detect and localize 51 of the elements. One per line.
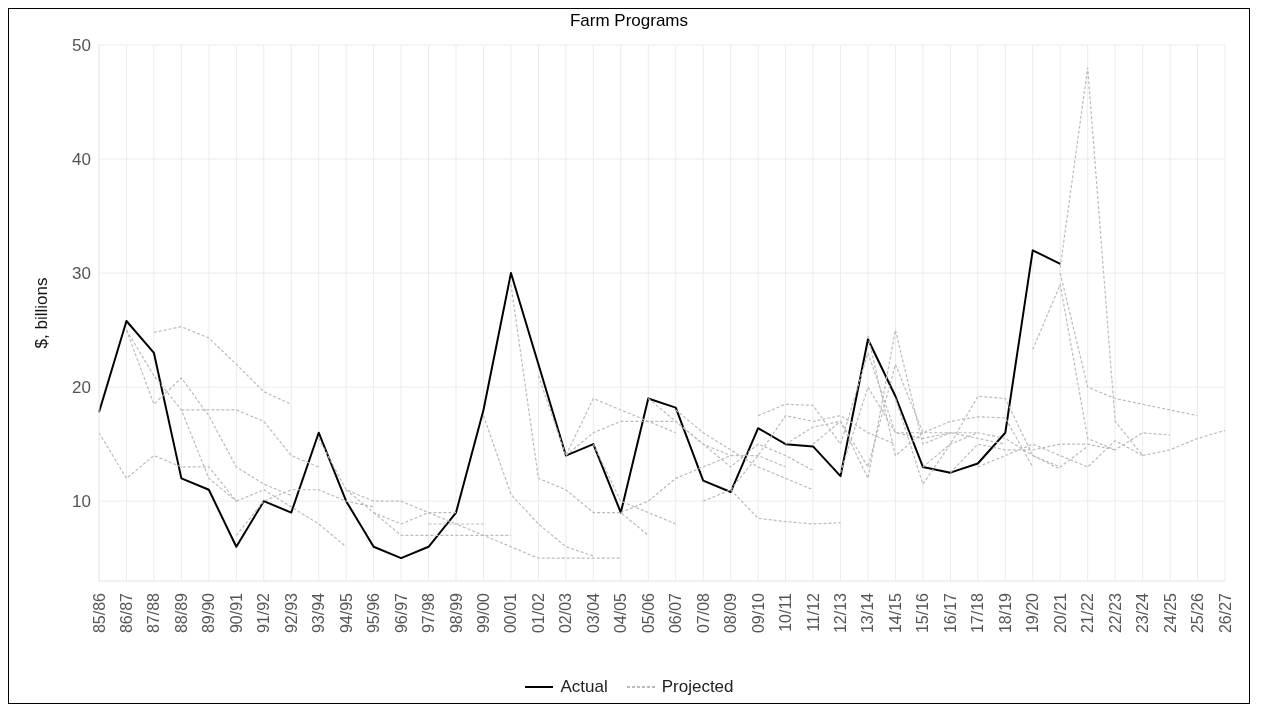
x-tick-label: 09/10 <box>749 592 767 634</box>
x-tick-label: 19/20 <box>1024 592 1042 634</box>
x-tick-label: 90/91 <box>227 592 245 634</box>
x-tick-label: 06/07 <box>667 592 685 634</box>
x-tick-label: 91/92 <box>255 592 273 634</box>
x-tick-label: 13/14 <box>859 592 877 634</box>
x-tick-label: 88/89 <box>172 592 190 634</box>
x-tick-label: 08/09 <box>722 592 740 634</box>
x-tick-label: 18/19 <box>996 592 1014 634</box>
x-tick-label: 15/16 <box>914 592 932 634</box>
x-tick-label: 20/21 <box>1051 592 1069 634</box>
x-tick-label: 04/05 <box>612 592 630 634</box>
y-tick-label: 20 <box>72 378 91 398</box>
x-tick-label: 98/99 <box>447 592 465 634</box>
x-tick-label: 11/12 <box>804 592 822 632</box>
x-tick-label: 10/11 <box>777 592 795 632</box>
x-tick-label: 97/98 <box>420 592 438 634</box>
x-tick-label: 95/96 <box>365 592 383 634</box>
x-tick-label: 03/04 <box>584 592 602 634</box>
x-tick-label: 93/94 <box>310 592 328 634</box>
x-tick-label: 12/13 <box>832 592 850 634</box>
y-tick-label: 40 <box>72 150 91 170</box>
x-tick-label: 22/23 <box>1106 592 1124 634</box>
x-tick-label: 92/93 <box>282 592 300 634</box>
x-tick-label: 07/08 <box>694 592 712 634</box>
legend-label: Actual <box>560 677 608 697</box>
x-tick-label: 01/02 <box>529 592 547 634</box>
y-axis-title: $, billions <box>32 277 52 349</box>
y-tick-label: 30 <box>72 264 91 284</box>
legend-label: Projected <box>661 677 734 697</box>
x-tick-label: 16/17 <box>941 592 959 634</box>
x-tick-label: 00/01 <box>502 592 520 634</box>
y-tick-label: 10 <box>72 492 91 512</box>
x-tick-label: 87/88 <box>145 592 163 634</box>
x-tick-label: 26/27 <box>1216 592 1234 634</box>
x-tick-label: 94/95 <box>337 592 355 634</box>
x-tick-label: 02/03 <box>557 592 575 634</box>
x-tick-label: 25/26 <box>1189 592 1207 634</box>
x-tick-label: 05/06 <box>639 592 657 634</box>
x-tick-label: 86/87 <box>117 592 135 634</box>
x-tick-label: 17/18 <box>969 592 987 634</box>
x-tick-label: 96/97 <box>392 592 410 634</box>
x-tick-label: 85/86 <box>90 592 108 634</box>
x-tick-label: 89/90 <box>200 592 218 634</box>
x-tick-label: 14/15 <box>886 592 904 634</box>
x-tick-label: 23/24 <box>1134 592 1152 634</box>
chart-title: Farm Programs <box>568 10 690 31</box>
y-tick-label: 50 <box>72 36 91 56</box>
x-tick-label: 21/22 <box>1079 592 1097 634</box>
x-tick-label: 24/25 <box>1161 592 1179 634</box>
x-tick-label: 99/00 <box>474 592 492 634</box>
